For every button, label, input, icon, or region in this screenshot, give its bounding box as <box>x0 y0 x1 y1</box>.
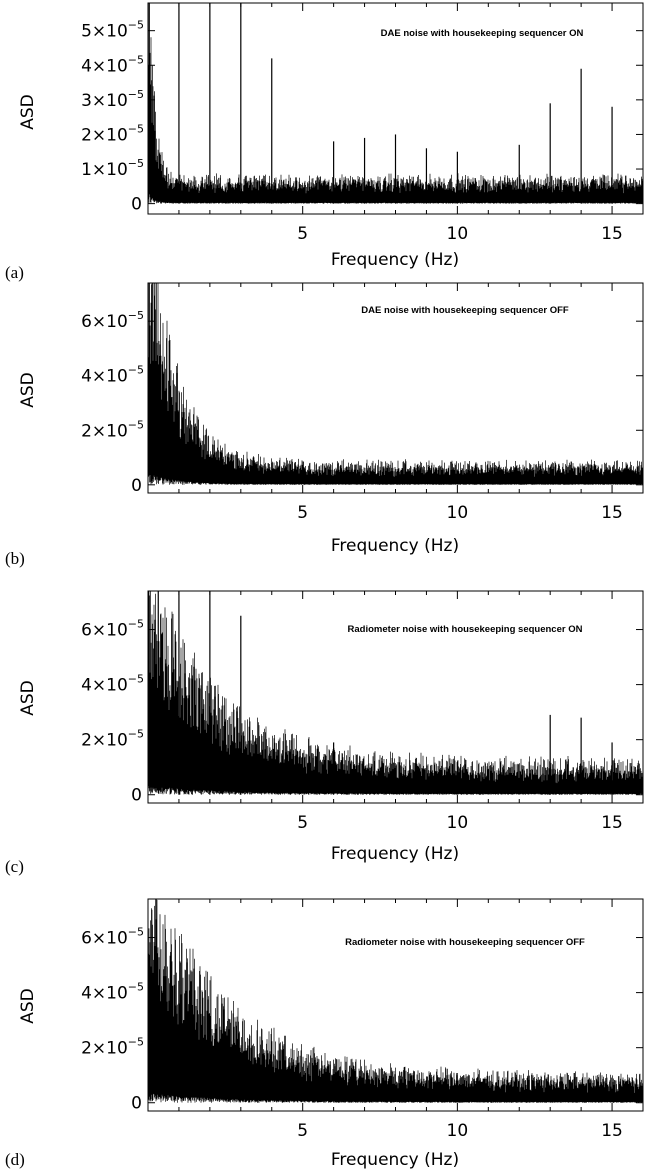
x-axis-title-a: Frequency (Hz) <box>331 250 459 270</box>
chart-title-d: Radiometer noise with housekeeping seque… <box>345 937 585 948</box>
asd-trace-a <box>148 3 643 204</box>
asd-trace-d <box>148 899 643 1103</box>
x-tick-label: 5 <box>297 224 308 244</box>
x-tick-label: 10 <box>447 1121 469 1141</box>
chart-title-b: DAE noise with housekeeping sequencer OF… <box>361 305 569 316</box>
asd-trace-c <box>148 591 643 795</box>
y-tick-label: 0 <box>131 195 142 215</box>
panel-c: 02×10−54×10−56×10−5 5 10 15 Radiometer noi… <box>5 590 644 876</box>
asd-trace-b <box>148 283 643 485</box>
x-tick-label: 10 <box>447 503 469 523</box>
asd-noise-trace <box>148 591 643 795</box>
chart-title-c: Radiometer noise with housekeeping seque… <box>348 624 583 635</box>
tick-marks-d <box>148 899 643 1111</box>
x-tick-labels-d: 5 10 15 <box>297 1121 623 1141</box>
y-axis-title-c: ASD <box>18 680 38 716</box>
panel-a: 01×10−52×10−53×10−54×10−55×10−5 5 10 15 DA… <box>5 2 644 282</box>
panel-label-a: (a) <box>5 263 24 282</box>
x-tick-labels-c: 5 10 15 <box>297 813 623 833</box>
panel-label-c: (c) <box>5 857 24 876</box>
tick-marks-c <box>148 591 643 803</box>
x-tick-labels-b: 5 10 15 <box>297 503 623 523</box>
asd-noise-trace <box>148 283 643 485</box>
y-tick-label: 0 <box>131 476 142 496</box>
y-tick-label: 0 <box>131 1094 142 1114</box>
panel-label-b: (b) <box>5 549 25 568</box>
x-axis-title-d: Frequency (Hz) <box>331 1150 459 1170</box>
y-tick-label: 0 <box>131 786 142 806</box>
x-tick-label: 15 <box>601 1121 623 1141</box>
y-axis-title-b: ASD <box>18 372 38 408</box>
x-axis-title-b: Frequency (Hz) <box>331 536 459 556</box>
tick-marks-a <box>148 3 643 214</box>
x-tick-labels-a: 5 10 15 <box>297 224 623 244</box>
chart-title-a: DAE noise with housekeeping sequencer ON <box>381 28 584 39</box>
y-axis-title-d: ASD <box>18 988 38 1024</box>
x-tick-label: 10 <box>447 224 469 244</box>
x-tick-label: 10 <box>447 813 469 833</box>
asd-noise-trace <box>148 3 643 204</box>
x-tick-label: 5 <box>297 1121 308 1141</box>
tick-marks-b <box>148 283 643 493</box>
panel-d: 02×10−54×10−56×10−5 5 10 15 Radiometer noi… <box>5 898 644 1170</box>
y-axis-title-a: ASD <box>18 94 38 130</box>
x-tick-label: 15 <box>601 224 623 244</box>
panel-label-d: (d) <box>5 1150 25 1169</box>
asd-noise-trace <box>148 899 643 1103</box>
x-tick-label: 15 <box>601 813 623 833</box>
x-tick-label: 5 <box>297 813 308 833</box>
x-tick-label: 15 <box>601 503 623 523</box>
x-axis-title-c: Frequency (Hz) <box>331 844 459 864</box>
x-tick-label: 5 <box>297 503 308 523</box>
